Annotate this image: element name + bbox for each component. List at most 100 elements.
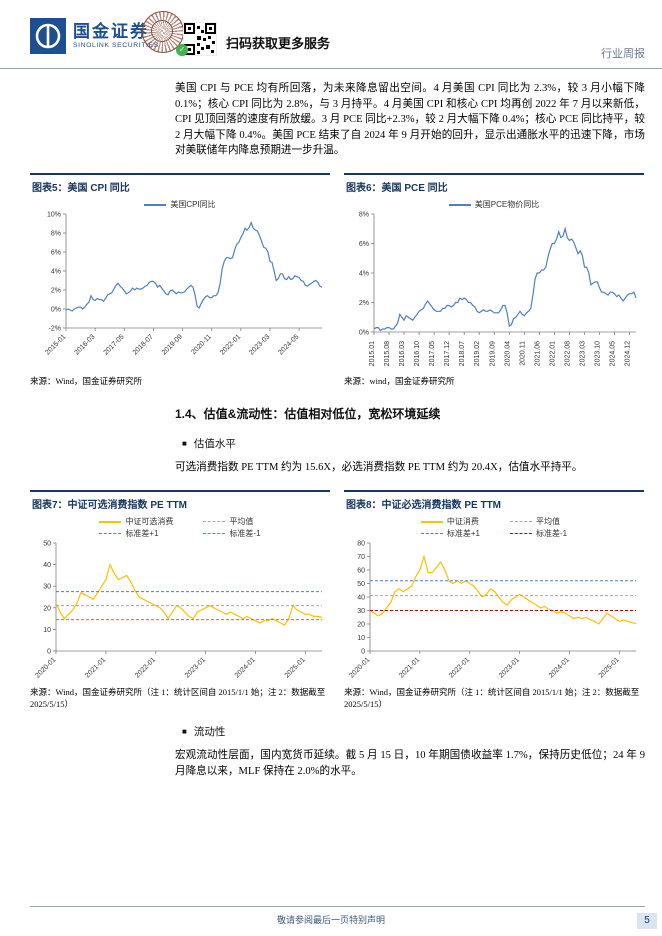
svg-text:2021-01: 2021-01 xyxy=(84,656,107,679)
section-title-valuation: 1.4、估值&流动性：估值相对低位，宽松环境延续 xyxy=(175,407,441,422)
figure-row-2: 图表7：中证可选消费指数 PE TTM 中证可选消费 平均值 标准差+1 标准差-1 … xyxy=(30,490,645,710)
svg-text:2018.07: 2018.07 xyxy=(459,341,466,366)
svg-text:2019.02: 2019.02 xyxy=(474,341,481,366)
svg-text:80: 80 xyxy=(357,541,365,548)
svg-text:2025-01: 2025-01 xyxy=(598,656,621,679)
figure-panel-8: 图表8：中证必选消费指数 PE TTM 中证消费 平均值 标准差+1 标准差-1 0 1… xyxy=(344,490,644,710)
svg-text:50: 50 xyxy=(357,581,365,588)
svg-text:2024-05: 2024-05 xyxy=(277,333,300,356)
svg-text:2023.10: 2023.10 xyxy=(594,341,601,366)
svg-text:2017.12: 2017.12 xyxy=(444,341,451,366)
svg-text:2%: 2% xyxy=(359,300,369,307)
legend-item: 平均值 xyxy=(203,516,260,527)
svg-text:2018-07: 2018-07 xyxy=(132,333,155,356)
legend-item: 中证消费 xyxy=(420,516,480,527)
svg-text:2022-01: 2022-01 xyxy=(448,656,471,679)
svg-text:20: 20 xyxy=(357,622,365,629)
footer-disclaimer: 敬请参阅最后一页特别声明 xyxy=(276,915,385,925)
svg-text:2024.12: 2024.12 xyxy=(625,341,632,366)
figure-source: 来源：Wind，国金证券研究所（注 1：统计区间自 2015/1/1 始；注 2… xyxy=(30,687,326,709)
legend-item: 美国PCE物价同比 xyxy=(448,199,539,210)
footer-divider xyxy=(30,906,645,907)
brand-name-cn: 国金证券 xyxy=(73,22,149,41)
page-number: 5 xyxy=(637,913,657,929)
svg-text:2022.08: 2022.08 xyxy=(564,341,571,366)
legend-item: 美国CPI同比 xyxy=(144,199,216,210)
figure-title: 图表7：中证可选消费指数 PE TTM xyxy=(30,490,330,514)
svg-text:2016.03: 2016.03 xyxy=(399,341,406,366)
svg-text:2023.03: 2023.03 xyxy=(579,341,586,366)
legend-item: 标准差+1 xyxy=(420,528,480,539)
brand-name-en: SINOLINK SECURITIES xyxy=(73,42,159,49)
svg-text:2021-01: 2021-01 xyxy=(398,656,421,679)
svg-text:0%: 0% xyxy=(359,329,369,336)
bullet-square-icon: ■ xyxy=(182,727,187,737)
qr-code xyxy=(182,21,218,61)
paragraph-liquidity: 宏观流动性层面，国内宽货币延续。截 5 月 15 日，10 年期国债收益率 1.… xyxy=(175,750,645,777)
svg-text:70: 70 xyxy=(357,554,365,561)
qr-caption: 扫码获取更多服务 xyxy=(226,36,331,51)
svg-text:2020-01: 2020-01 xyxy=(34,656,57,679)
svg-text:2021.06: 2021.06 xyxy=(534,341,541,366)
svg-text:60: 60 xyxy=(357,568,365,575)
svg-text:40: 40 xyxy=(43,562,51,569)
svg-text:2022-01: 2022-01 xyxy=(219,333,242,356)
pe-staples-line-chart: 0 10 20 30 40 50 60 70 80 2020-01 2021-01 2022-01 20… xyxy=(348,541,637,680)
svg-text:2024.05: 2024.05 xyxy=(610,341,617,366)
svg-text:2015.01: 2015.01 xyxy=(369,341,376,366)
svg-text:8%: 8% xyxy=(51,230,61,237)
svg-text:2016-03: 2016-03 xyxy=(73,333,96,356)
doc-type-label: 行业周报 xyxy=(601,48,645,60)
svg-text:2017-05: 2017-05 xyxy=(103,333,126,356)
svg-text:2%: 2% xyxy=(51,287,61,294)
svg-text:20: 20 xyxy=(43,605,51,612)
svg-text:2015-01: 2015-01 xyxy=(44,333,67,356)
chart-legend: 美国PCE物价同比 xyxy=(344,199,644,210)
svg-text:30: 30 xyxy=(357,608,365,615)
svg-text:6%: 6% xyxy=(359,241,369,248)
svg-text:2025-01: 2025-01 xyxy=(284,656,307,679)
sinolink-logo-icon xyxy=(30,18,66,54)
sinolink-logo: 国金证券 SINOLINK SECURITIES xyxy=(30,18,159,54)
wechat-check-icon: ✓ xyxy=(176,44,188,56)
legend-item: 标准差-1 xyxy=(510,528,567,539)
legend-item: 标准差-1 xyxy=(203,528,261,539)
paragraph-cpi-pce: 美国 CPI 与 PCE 均有所回落，为未来降息留出空间。4 月美国 CPI 同… xyxy=(175,83,645,157)
svg-text:2017.05: 2017.05 xyxy=(429,341,436,366)
svg-text:2019.09: 2019.09 xyxy=(489,341,496,366)
svg-text:4%: 4% xyxy=(359,270,369,277)
svg-text:8%: 8% xyxy=(359,211,369,218)
svg-text:6%: 6% xyxy=(51,249,61,256)
figure-panel-6: 图表6：美国 PCE 同比 美国PCE物价同比 0% 2% 4% 6% 8% 2015.0… xyxy=(344,172,644,388)
svg-text:0: 0 xyxy=(47,649,51,656)
svg-text:2019-09: 2019-09 xyxy=(161,333,184,356)
svg-text:2023-01: 2023-01 xyxy=(498,656,521,679)
figure-title: 图表5：美国 CPI 同比 xyxy=(30,172,330,197)
svg-text:2024-01: 2024-01 xyxy=(548,656,571,679)
svg-text:2022-01: 2022-01 xyxy=(134,656,157,679)
figure-source: 来源：Wind，国金证券研究所（注 1：统计区间自 2015/1/1 始；注 2… xyxy=(344,687,640,709)
pce-line-chart: 0% 2% 4% 6% 8% 2015.01 2015.08 2016.03 2016.10 20… xyxy=(359,211,637,366)
svg-text:2022.01: 2022.01 xyxy=(549,341,556,366)
svg-text:2020-11: 2020-11 xyxy=(190,333,213,356)
pe-optional-line-chart: 0 10 20 30 40 50 2020-01 2021-01 2022-01 2023-01 2… xyxy=(34,541,323,680)
page-footer: 敬请参阅最后一页特别声明 5 xyxy=(0,906,662,929)
figure-title: 图表8：中证必选消费指数 PE TTM xyxy=(344,490,644,514)
legend-item: 中证可选消费 xyxy=(99,516,173,527)
svg-text:40: 40 xyxy=(357,595,365,602)
svg-text:2020-01: 2020-01 xyxy=(348,656,371,679)
figure-source: 来源：Wind，国金证券研究所 xyxy=(30,375,143,386)
cpi-line-chart: -2% 0% 2% 4% 6% 8% 10% 2015-01 2016-03 2017-05 201… xyxy=(44,211,323,357)
svg-text:2023-03: 2023-03 xyxy=(248,333,271,356)
svg-text:0%: 0% xyxy=(51,306,61,313)
bullet-valuation: ■ 估值水平 xyxy=(182,438,236,451)
svg-text:10: 10 xyxy=(357,635,365,642)
seal-stamp-inner xyxy=(151,20,173,42)
svg-text:2020.11: 2020.11 xyxy=(519,341,526,366)
svg-text:50: 50 xyxy=(43,541,51,548)
chart-legend: 美国CPI同比 xyxy=(30,199,330,210)
content-area: 美国 CPI 与 PCE 均有所回落，为未来降息留出空间。4 月美国 CPI 同… xyxy=(0,81,662,779)
svg-text:10%: 10% xyxy=(47,211,61,218)
figure-title: 图表6：美国 PCE 同比 xyxy=(344,172,644,197)
